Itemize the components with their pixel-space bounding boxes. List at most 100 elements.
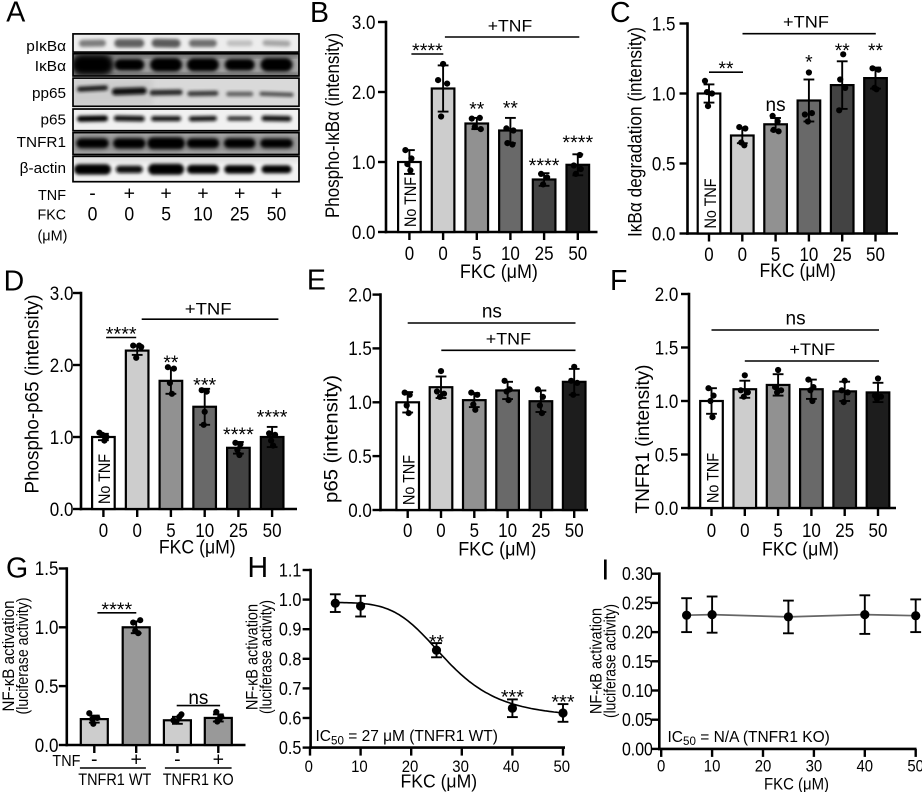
svg-text:10: 10 [351, 757, 368, 776]
svg-text:TNFR1 (intensity): TNFR1 (intensity) [633, 365, 654, 514]
svg-text:FKC (μM): FKC (μM) [159, 538, 236, 559]
svg-text:pp65: pp65 [32, 85, 66, 102]
svg-text:0.10: 0.10 [622, 680, 653, 701]
svg-text:0: 0 [133, 521, 142, 542]
svg-text:5: 5 [470, 521, 479, 542]
svg-text:0.5: 0.5 [348, 447, 372, 468]
svg-text:FKC: FKC [38, 206, 67, 223]
svg-text:Phospho-p65 (intensity): Phospho-p65 (intensity) [22, 295, 43, 494]
svg-text:C: C [610, 0, 631, 29]
svg-text:25: 25 [531, 521, 550, 542]
svg-text:A: A [6, 0, 25, 29]
svg-text:5: 5 [161, 203, 171, 225]
svg-text:NF-κB activation: NF-κB activation [588, 608, 606, 714]
svg-text:(μM): (μM) [38, 227, 68, 244]
svg-text:-: - [89, 183, 96, 205]
svg-text:50: 50 [554, 757, 571, 776]
svg-text:FKC (μM): FKC (μM) [762, 540, 839, 561]
svg-text:+TNF: +TNF [783, 13, 829, 32]
svg-text:10: 10 [193, 203, 213, 225]
svg-text:-: - [91, 749, 98, 771]
svg-text:pIκBα: pIκBα [26, 38, 66, 55]
svg-text:No TNF: No TNF [704, 453, 722, 503]
svg-text:β-actin: β-actin [20, 160, 66, 177]
svg-text:**: ** [718, 59, 734, 80]
svg-text:50: 50 [565, 521, 584, 542]
svg-text:40: 40 [503, 757, 520, 776]
svg-text:+TNF: +TNF [486, 330, 531, 349]
svg-text:0.0: 0.0 [35, 736, 59, 757]
svg-text:ns: ns [188, 688, 208, 709]
svg-text:Phospho-IκBα (intensity): Phospho-IκBα (intensity) [323, 33, 344, 218]
svg-text:+: + [131, 749, 142, 771]
svg-text:F: F [610, 265, 627, 297]
svg-text:TNFR1 KO: TNFR1 KO [163, 771, 234, 789]
svg-text:B: B [310, 0, 329, 29]
svg-text:No TNF: No TNF [402, 177, 420, 227]
svg-text:1.5: 1.5 [655, 338, 679, 359]
svg-text:+TNF: +TNF [488, 17, 532, 36]
svg-text:0.15: 0.15 [622, 651, 653, 672]
svg-text:1.1: 1.1 [279, 560, 302, 581]
svg-text:+: + [271, 183, 282, 205]
svg-text:0: 0 [88, 203, 98, 225]
svg-text:25: 25 [229, 521, 248, 542]
svg-text:5: 5 [166, 521, 175, 542]
svg-text:FKC (μM): FKC (μM) [760, 261, 836, 282]
svg-text:5: 5 [773, 521, 782, 542]
svg-text:0: 0 [657, 756, 665, 775]
svg-text:**: ** [503, 99, 519, 120]
svg-text:+: + [213, 749, 224, 771]
svg-text:1.0: 1.0 [50, 428, 74, 449]
svg-text:TNF: TNF [52, 753, 80, 770]
svg-text:50: 50 [267, 203, 287, 225]
svg-text:-: - [174, 749, 181, 771]
svg-text:30: 30 [452, 757, 469, 776]
svg-text:25: 25 [535, 244, 554, 265]
svg-text:1.0: 1.0 [655, 392, 679, 413]
svg-text:No TNF: No TNF [702, 179, 720, 229]
svg-text:IκBα: IκBα [35, 58, 67, 75]
svg-text:**: ** [469, 99, 485, 120]
svg-text:+: + [234, 183, 245, 205]
svg-text:**: ** [868, 41, 884, 62]
svg-text:0.5: 0.5 [652, 154, 676, 175]
svg-text:0.25: 0.25 [622, 592, 653, 613]
svg-text:No TNF: No TNF [96, 454, 114, 504]
svg-text:10: 10 [195, 521, 214, 542]
svg-text:(luciferase activity): (luciferase activity) [602, 604, 620, 718]
svg-text:FKC (μM): FKC (μM) [401, 771, 478, 792]
svg-text:****: **** [101, 600, 132, 621]
svg-text:+TNF: +TNF [185, 300, 232, 319]
svg-text:40: 40 [857, 756, 874, 775]
svg-text:0: 0 [124, 203, 134, 225]
svg-text:p65 (intensity): p65 (intensity) [322, 375, 343, 503]
svg-text:0.7: 0.7 [279, 678, 302, 699]
svg-text:H: H [248, 552, 269, 584]
svg-text:TNFR1 WT: TNFR1 WT [78, 771, 151, 789]
svg-text:0.0: 0.0 [652, 224, 676, 245]
svg-text:****: **** [257, 408, 288, 429]
svg-text:10: 10 [802, 521, 821, 542]
svg-text:2.0: 2.0 [352, 83, 376, 104]
svg-text:0: 0 [438, 244, 447, 265]
svg-text:**: ** [835, 41, 851, 62]
svg-text:ns: ns [766, 95, 786, 116]
svg-text:IC50 = 27 μM (TNFR1 WT): IC50 = 27 μM (TNFR1 WT) [316, 728, 498, 747]
svg-text:1.0: 1.0 [35, 618, 59, 639]
svg-text:****: **** [562, 133, 593, 154]
svg-text:I: I [601, 555, 609, 587]
svg-text:1.5: 1.5 [348, 339, 372, 360]
svg-text:****: **** [106, 325, 137, 346]
svg-text:+: + [197, 183, 208, 205]
svg-text:TNF: TNF [38, 187, 66, 204]
svg-text:0.20: 0.20 [622, 622, 653, 643]
svg-text:3.0: 3.0 [50, 284, 74, 305]
svg-text:50: 50 [568, 244, 587, 265]
svg-text:***: *** [193, 376, 217, 397]
svg-text:p65: p65 [41, 112, 67, 129]
svg-text:20: 20 [402, 757, 419, 776]
svg-text:***: *** [501, 688, 525, 709]
svg-text:0: 0 [99, 521, 108, 542]
svg-text:0.0: 0.0 [655, 499, 679, 520]
